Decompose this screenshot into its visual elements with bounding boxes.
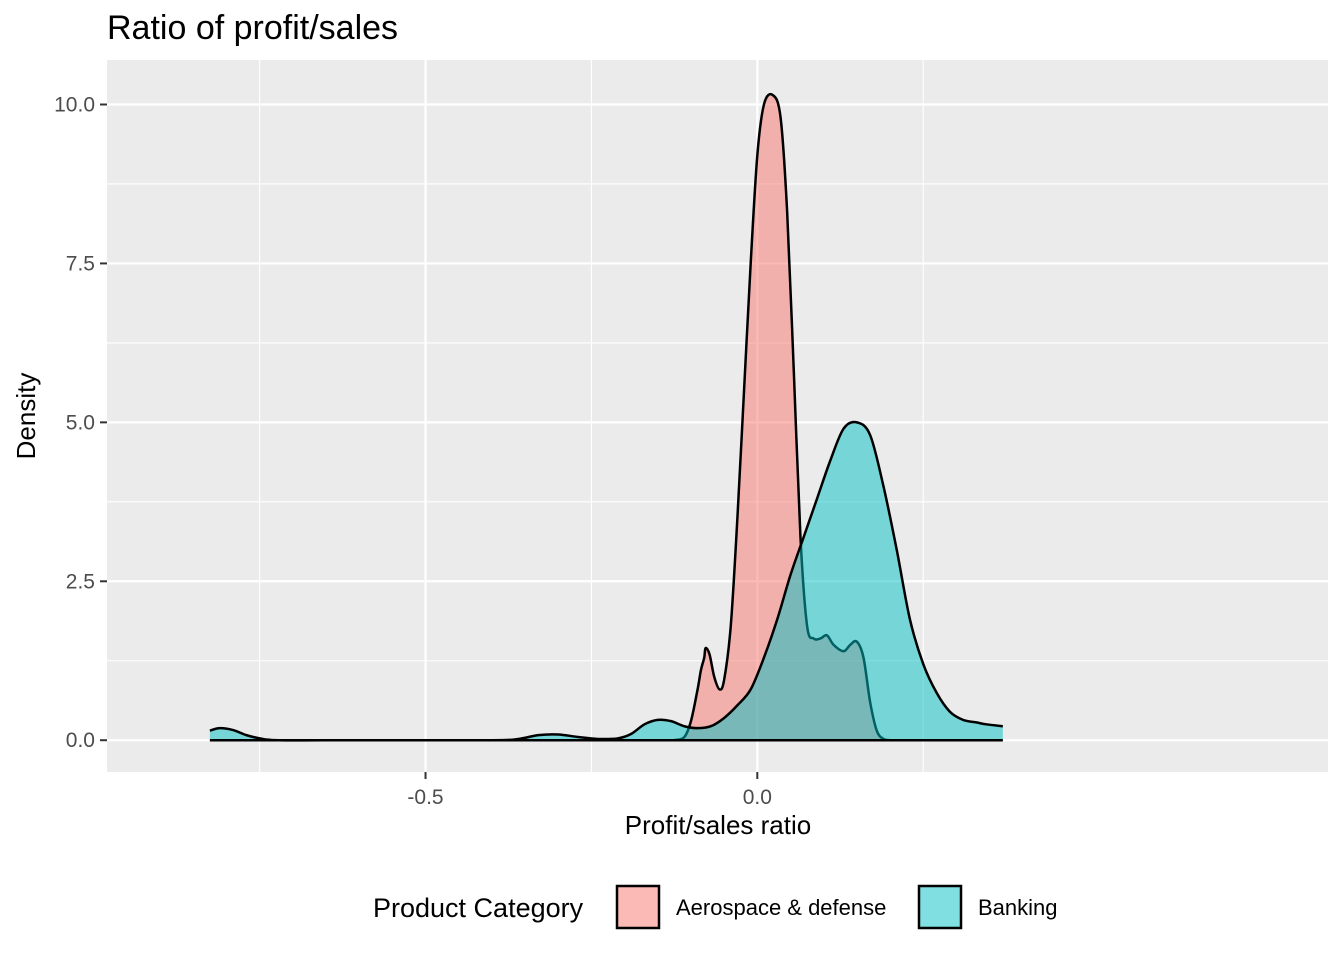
y-tick-label-4: 10.0	[54, 94, 95, 117]
minor-gridlines	[107, 60, 1328, 772]
density-area-banking	[209, 422, 1003, 741]
legend-title: Product Category	[373, 893, 584, 923]
chart-title: Ratio of profit/sales	[107, 9, 398, 47]
legend-label-aerospace: Aerospace & defense	[676, 895, 886, 920]
legend-label-banking: Banking	[978, 895, 1058, 920]
legend: Product Category Aerospace & defense Ban…	[373, 884, 1058, 930]
density-series	[209, 92, 1003, 742]
plot-panel	[107, 60, 1328, 772]
x-axis-title: Profit/sales ratio	[625, 810, 811, 840]
x-tick-label-0: -0.5	[407, 786, 443, 809]
y-tick-label-2: 5.0	[66, 411, 95, 434]
legend-key-aerospace	[615, 884, 661, 930]
y-tick-label-1: 2.5	[66, 570, 95, 593]
density-area-aerospace-defense	[674, 94, 891, 741]
y-axis-title: Density	[11, 373, 41, 460]
y-axis-ticks: 0.0 2.5 5.0 7.5 10.0	[54, 94, 107, 752]
y-tick-label-3: 7.5	[66, 252, 95, 275]
x-axis-ticks: -0.5 0.0	[407, 772, 772, 809]
x-tick-label-1: 0.0	[743, 786, 772, 809]
density-line-banking	[209, 420, 1003, 742]
y-tick-label-0: 0.0	[66, 729, 95, 752]
legend-key-banking	[917, 884, 963, 930]
